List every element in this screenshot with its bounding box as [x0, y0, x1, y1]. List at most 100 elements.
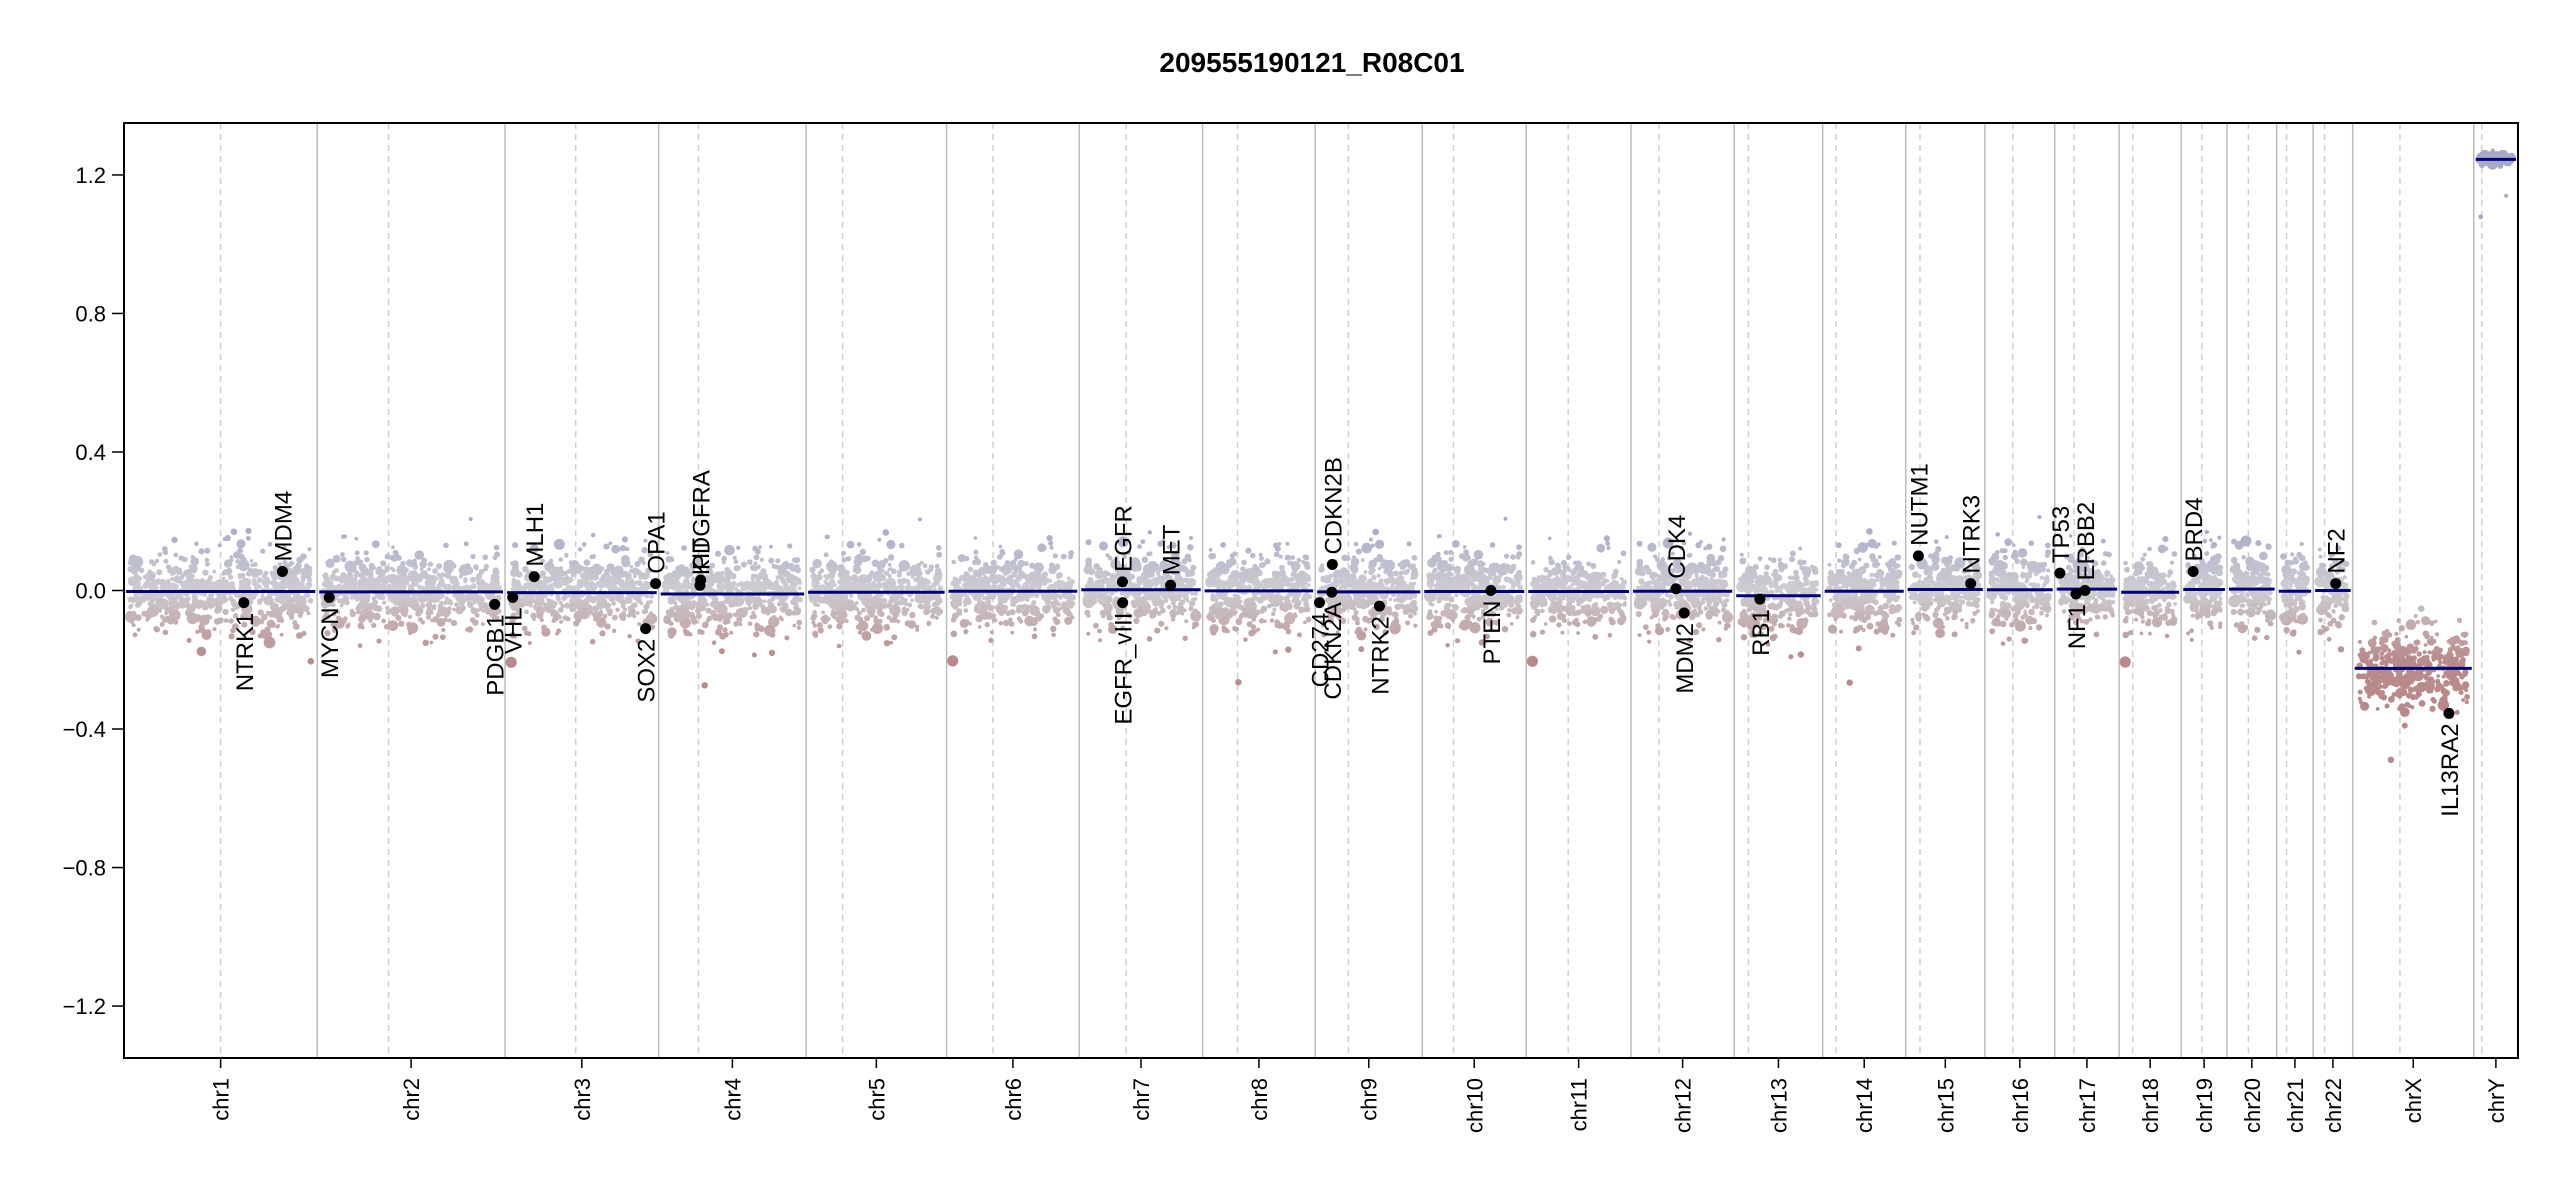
probe-point [1320, 620, 1325, 625]
probe-point [409, 596, 418, 605]
probe-point [769, 618, 775, 624]
probe-point [207, 574, 213, 581]
probe-point [482, 554, 489, 561]
probe-point [770, 605, 777, 613]
probe-point [854, 584, 860, 590]
probe-point [1034, 616, 1040, 622]
probe-point [887, 567, 892, 572]
probe-point [133, 598, 138, 603]
probe-point [846, 604, 854, 612]
probe-point [1620, 550, 1627, 557]
probe-point [549, 586, 555, 592]
probe-point [825, 595, 832, 603]
probe-point [158, 608, 162, 613]
probe-point [273, 577, 277, 581]
probe-point [1539, 574, 1546, 582]
probe-point [1611, 602, 1616, 607]
probe-point [1066, 576, 1071, 581]
probe-point [573, 620, 580, 627]
probe-point [774, 564, 779, 570]
probe-point [248, 614, 253, 619]
probe-point [1285, 628, 1292, 635]
probe-point [1606, 595, 1610, 600]
probe-point [1305, 616, 1312, 623]
probe-point [1623, 601, 1627, 606]
probe-point [430, 618, 435, 623]
probe-point [391, 545, 395, 549]
probe-point [1448, 596, 1455, 603]
probe-point [306, 611, 311, 616]
probe-point [468, 517, 473, 521]
probe-point [1176, 582, 1181, 587]
probe-point [608, 579, 613, 583]
probe-point [682, 628, 687, 633]
probe-point [1207, 575, 1212, 580]
probe-point [1373, 597, 1378, 602]
probe-point [131, 623, 136, 628]
probe-point [1305, 563, 1310, 568]
probe-point [223, 559, 233, 568]
probe-point [998, 544, 1003, 549]
probe-point [1083, 565, 1092, 575]
probe-point [740, 599, 745, 604]
probe-point [1034, 593, 1040, 599]
probe-point [483, 605, 489, 611]
probe-point [778, 566, 784, 573]
probe-point [198, 548, 205, 555]
probe-point [163, 558, 169, 564]
probe-point [1487, 600, 1493, 606]
probe-point [1264, 558, 1271, 565]
probe-point [673, 601, 678, 605]
probe-point [132, 585, 138, 591]
probe-point [1250, 552, 1256, 559]
probe-point [1404, 603, 1410, 610]
probe-point [1563, 618, 1568, 623]
probe-point [461, 594, 469, 601]
probe-point [917, 517, 922, 522]
probe-point [1543, 567, 1549, 573]
probe-point [936, 545, 942, 551]
probe-point [416, 584, 423, 590]
probe-point [1185, 573, 1189, 577]
probe-point [1570, 582, 1575, 587]
probe-point [1013, 566, 1020, 572]
probe-point [214, 607, 221, 614]
probe-point [1018, 570, 1024, 576]
probe-point [565, 616, 571, 622]
probe-point [1060, 553, 1067, 560]
probe-point [1292, 594, 1300, 602]
probe-point [526, 631, 532, 637]
probe-point [641, 575, 647, 580]
probe-point [1177, 603, 1182, 608]
probe-point [1018, 619, 1024, 624]
probe-point [717, 624, 723, 631]
probe-point [1479, 569, 1485, 576]
probe-point [166, 578, 171, 584]
probe-point [245, 535, 251, 541]
probe-point [425, 601, 433, 609]
probe-point [1560, 560, 1567, 567]
probe-point [724, 569, 733, 577]
probe-point [957, 554, 966, 563]
probe-point [1559, 581, 1567, 588]
probe-point [1578, 566, 1585, 573]
probe-point [1567, 575, 1574, 582]
probe-point [1100, 577, 1108, 585]
probe-point [639, 601, 644, 606]
probe-point [609, 597, 614, 603]
probe-point [796, 577, 801, 582]
probe-point [1426, 612, 1434, 620]
probe-point [826, 616, 831, 622]
probe-point [566, 568, 572, 574]
probe-point [148, 585, 154, 590]
probe-point [796, 625, 802, 630]
probe-point [847, 577, 852, 583]
probe-point [877, 537, 882, 542]
probe-point [1163, 598, 1169, 603]
probe-point [363, 550, 369, 556]
probe-point [1515, 615, 1520, 620]
probe-point [1279, 564, 1285, 571]
probe-point [1181, 558, 1188, 565]
probe-point [1390, 619, 1400, 629]
probe-point [1170, 542, 1177, 549]
